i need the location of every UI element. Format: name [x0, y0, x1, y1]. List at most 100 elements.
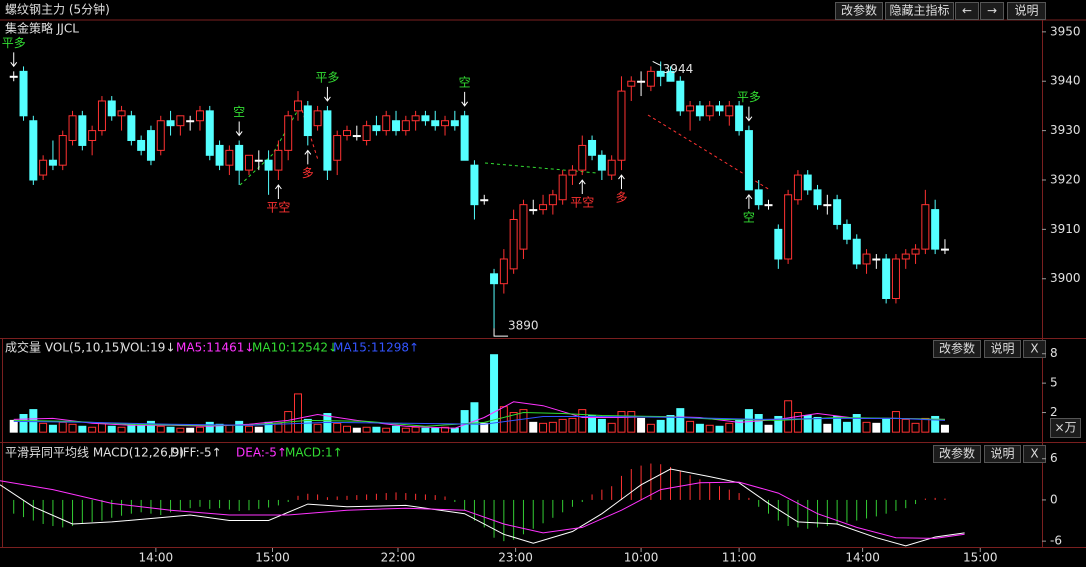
candle-body [882, 258, 891, 299]
volume-bar [813, 416, 822, 433]
button-label[interactable]: → [987, 4, 997, 18]
volume-bar [39, 422, 48, 433]
candle-body [313, 110, 322, 127]
legend-entry: VOL:19↓ [122, 341, 176, 355]
candle-body [29, 120, 38, 181]
volume-bar [676, 408, 685, 433]
candle-body [921, 204, 930, 250]
button-label[interactable]: 改参数 [939, 341, 975, 356]
candle-body [441, 120, 450, 127]
button[interactable]: X [1023, 340, 1046, 358]
candle-body [578, 144, 587, 171]
button[interactable]: 改参数 [835, 2, 883, 20]
volume-bar [293, 393, 302, 433]
volume-bar [97, 422, 106, 433]
y-tick-label: 3900 [1050, 271, 1081, 285]
button[interactable]: → [980, 2, 1004, 20]
signal-arrow [324, 86, 331, 102]
button[interactable]: 说明 [1007, 2, 1046, 20]
volume-bar [656, 419, 665, 433]
volume-bar [352, 427, 361, 433]
signal-label: 空 [459, 75, 471, 89]
candle-body [293, 100, 302, 112]
x-tick-label: 14:00 [139, 551, 174, 565]
volume-bar [509, 412, 518, 433]
volume-bar [421, 427, 430, 433]
candle-body [509, 218, 518, 270]
volume-bar [313, 423, 322, 433]
y-tick-label: 3910 [1050, 222, 1081, 236]
signal-label: 空 [743, 210, 755, 224]
candle-body [127, 115, 136, 141]
series-line [0, 480, 965, 539]
legend-entry: MA5:11461↓ [176, 341, 254, 355]
volume-bar [637, 417, 646, 433]
series-line [0, 468, 965, 547]
button[interactable]: 隐藏主指标 [885, 2, 954, 20]
volume-bar [68, 423, 77, 433]
button-label[interactable]: 说明 [1014, 3, 1038, 18]
button[interactable]: 改参数 [933, 445, 981, 463]
candle-body [186, 120, 195, 123]
volume-bar [911, 422, 920, 433]
candle-body [872, 258, 881, 261]
candle-body [666, 70, 675, 82]
button[interactable]: ← [955, 2, 979, 20]
candle-body [529, 209, 538, 212]
candle-body [215, 144, 224, 166]
volume-bar [431, 427, 440, 433]
candle-body [646, 70, 655, 87]
panel-title: 螺纹钢主力 (5分钟) [5, 2, 110, 17]
candle-body [97, 100, 106, 132]
candle-body [803, 174, 812, 191]
button[interactable]: 说明 [984, 445, 1021, 463]
button-label[interactable]: ← [962, 4, 972, 18]
signal-arrow [461, 91, 469, 107]
button-label[interactable]: 改参数 [841, 3, 877, 18]
candle-body [774, 228, 783, 260]
volume-bar [725, 422, 734, 433]
button-label[interactable]: 说明 [990, 446, 1014, 461]
candle-body [637, 80, 646, 83]
button-label[interactable]: ×万 [1054, 421, 1076, 435]
candle-body [225, 149, 234, 166]
candle-body [303, 105, 312, 137]
volume-bar [460, 410, 469, 433]
candle-body [891, 258, 900, 299]
candle-body [450, 120, 459, 127]
button-label[interactable]: 隐藏主指标 [889, 3, 949, 18]
volume-bar [107, 425, 116, 433]
legend-entry: MA10:12542↓ [252, 341, 338, 355]
button[interactable]: ×万 [1050, 418, 1081, 438]
volume-bar [470, 402, 479, 433]
series-line [13, 416, 946, 426]
candle-body [19, 70, 28, 117]
button-label[interactable]: 改参数 [939, 446, 975, 461]
candle-body [421, 115, 430, 122]
candle-body [107, 100, 116, 117]
button[interactable]: 改参数 [933, 340, 981, 358]
candle-body [754, 189, 763, 206]
y-tick-label: 8 [1050, 346, 1058, 360]
button-label[interactable]: X [1030, 342, 1038, 356]
volume-bar [558, 418, 567, 433]
y-tick-label: 5 [1050, 376, 1058, 390]
x-tick-label: 15:00 [255, 551, 290, 565]
volume-bar [852, 414, 861, 433]
button[interactable]: 说明 [984, 340, 1021, 358]
button-label[interactable]: 说明 [990, 341, 1014, 356]
volume-bar [303, 418, 312, 433]
signal-arrow [578, 179, 586, 195]
volume-bar [686, 420, 695, 433]
button[interactable]: X [1023, 445, 1046, 463]
candle-body [480, 199, 489, 202]
signal-arrow [10, 52, 18, 68]
volume-bar [705, 424, 714, 433]
volume-bar [499, 406, 508, 433]
candle-body [372, 125, 381, 132]
volume-bar [186, 427, 195, 433]
volume-bar [343, 425, 352, 433]
button-label[interactable]: X [1030, 447, 1038, 461]
volume-bar [19, 414, 28, 433]
